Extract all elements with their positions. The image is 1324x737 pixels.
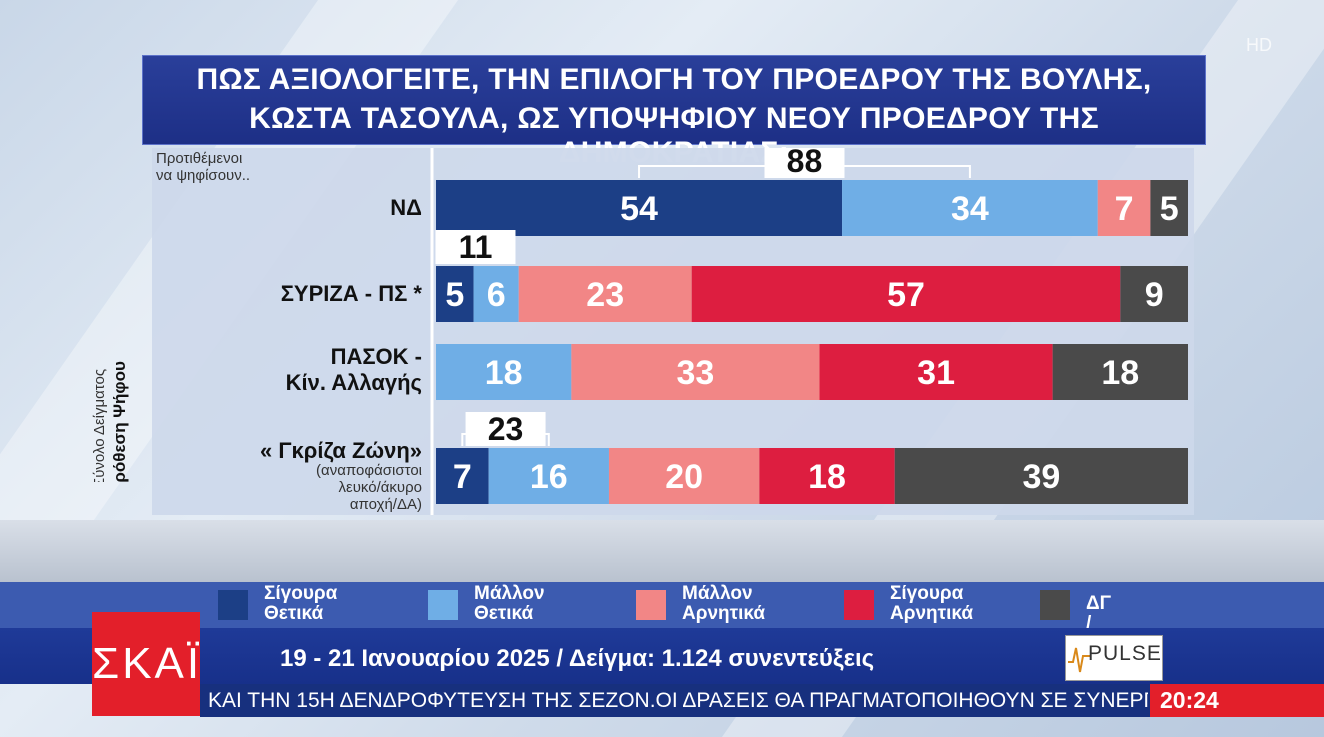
bar-value-label: 5 [445,276,464,314]
total-value-label: 11 [459,229,493,265]
bar-segment [691,266,1121,322]
clock: 20:24 [1150,684,1324,717]
bar-segment [1052,344,1188,400]
category-label: « Γκρίζα Ζώνη» [259,438,422,463]
category-label: ΣΥΡΙΖΑ - ΠΣ * [280,281,422,306]
bar-segment [436,448,489,504]
bar-segment [819,344,1053,400]
bar-value-label: 18 [1101,354,1139,392]
total-value-label: 23 [488,411,524,447]
total-box [435,230,516,264]
pulse-wave-icon [1068,647,1090,673]
header-note-line-1: Προτιθέμενοι [156,150,243,167]
legend-label: Σίγουρα Αρνητικά [890,583,974,624]
bar-value-label: 31 [917,354,955,392]
legend-label: Μάλλον Θετικά [474,583,545,624]
total-box [764,148,845,178]
header-note-line-2: να ψηφίσουν.. [156,167,251,184]
bar-segment [842,180,1098,236]
header-note: Προτιθέμενοι να ψηφίσουν.. [152,150,294,184]
channel-logo: ΣΚΑΪ [92,612,200,716]
bar-value-label: 7 [1115,190,1134,228]
bar-value-label: 20 [665,458,703,496]
bar-segment [436,180,843,236]
bar-value-label: 16 [530,458,568,496]
clock-time: 20:24 [1160,687,1219,713]
pulse-name: PULSE [1088,642,1162,665]
bar-segment [571,344,820,400]
bar-segment [894,448,1188,504]
bar-value-label: 18 [485,354,523,392]
bar-segment [436,266,474,322]
bar-value-label: 33 [677,354,715,392]
category-sublabel: (αναποφάσιστοι λευκό/άκυρο αποχή/ΔΑ) [316,462,422,513]
bar-segment [518,266,692,322]
bar-value-label: 23 [586,276,624,314]
stage-floor [0,520,1324,582]
bar-segment [759,448,895,504]
bar-value-label: 57 [887,276,925,314]
bar-segment [1097,180,1151,236]
news-ticker: ΚΑΙ ΤΗΝ 15Η ΔΕΝΔΡΟΦΥΤΕΥΣΗ ΤΗΣ ΣΕΖΟΝ.ΟΙ Δ… [200,684,1324,717]
legend-swatch [844,590,874,620]
bar-value-label: 9 [1145,276,1164,314]
bar-value-label: 34 [951,190,989,228]
side-label-intention: Πρόθεση Ψήφου [110,361,129,482]
pulse-logo: PULSE [1065,635,1163,681]
bar-segment [1120,266,1188,322]
bar-segment [1150,180,1188,236]
chart-title: ΠΩΣ ΑΞΙΟΛΟΓΕΙΤΕ, ΤΗΝ ΕΠΙΛΟΓΗ ΤΟΥ ΠΡΟΕΔΡΟ… [142,55,1206,169]
date-sample-text: 19 - 21 Ιανουαρίου 2025 / Δείγμα: 1.124 … [280,645,875,672]
bar-segment [488,448,609,504]
bar-value-label: 5 [1160,190,1179,228]
chart-panel: Προτιθέμενοι να ψηφίσουν.. ΝΔ ΣΥΡΙΖΑ - ΠΣ… [152,148,1194,515]
bar-value-label: 6 [487,276,506,314]
ticker-text: ΚΑΙ ΤΗΝ 15Η ΔΕΝΔΡΟΦΥΤΕΥΣΗ ΤΗΣ ΣΕΖΟΝ.ΟΙ Δ… [208,689,1148,712]
bar-value-label: 7 [453,458,472,496]
category-label: ΠΑΣΟΚ - Κίν. Αλλαγής [285,344,422,395]
bar-segment [473,266,519,322]
total-value-label: 88 [787,148,823,179]
legend-swatch [428,590,458,620]
legend-swatch [1040,590,1070,620]
bar-value-label: 18 [808,458,846,496]
bar-segment [436,344,572,400]
bar-value-label: 54 [620,190,658,228]
legend-label: Σίγουρα Θετικά [264,583,338,624]
category-label: ΝΔ [390,195,422,220]
side-axis-label: Σύνολο Δείγματος Πρόθεση Ψήφου [91,361,129,482]
bar-value-label: 39 [1022,458,1060,496]
legend-label: Μάλλον Αρνητικά [682,583,766,624]
side-label-sample: Σύνολο Δείγματος [91,369,108,482]
legend-swatch [218,590,248,620]
legend: Σίγουρα Θετικά Μάλλον Θετικά Μάλλον Αρνητικά Σ… [0,582,1324,654]
title-line-1: ΠΩΣ ΑΞΙΟΛΟΓΕΙΤΕ, ΤΗΝ ΕΠΙΛΟΓΗ ΤΟΥ ΠΡΟΕΔΡΟ… [196,63,1152,96]
hd-badge: HD [1246,35,1272,55]
legend-swatch [636,590,666,620]
bar-segment [608,448,760,504]
total-box [465,412,546,446]
